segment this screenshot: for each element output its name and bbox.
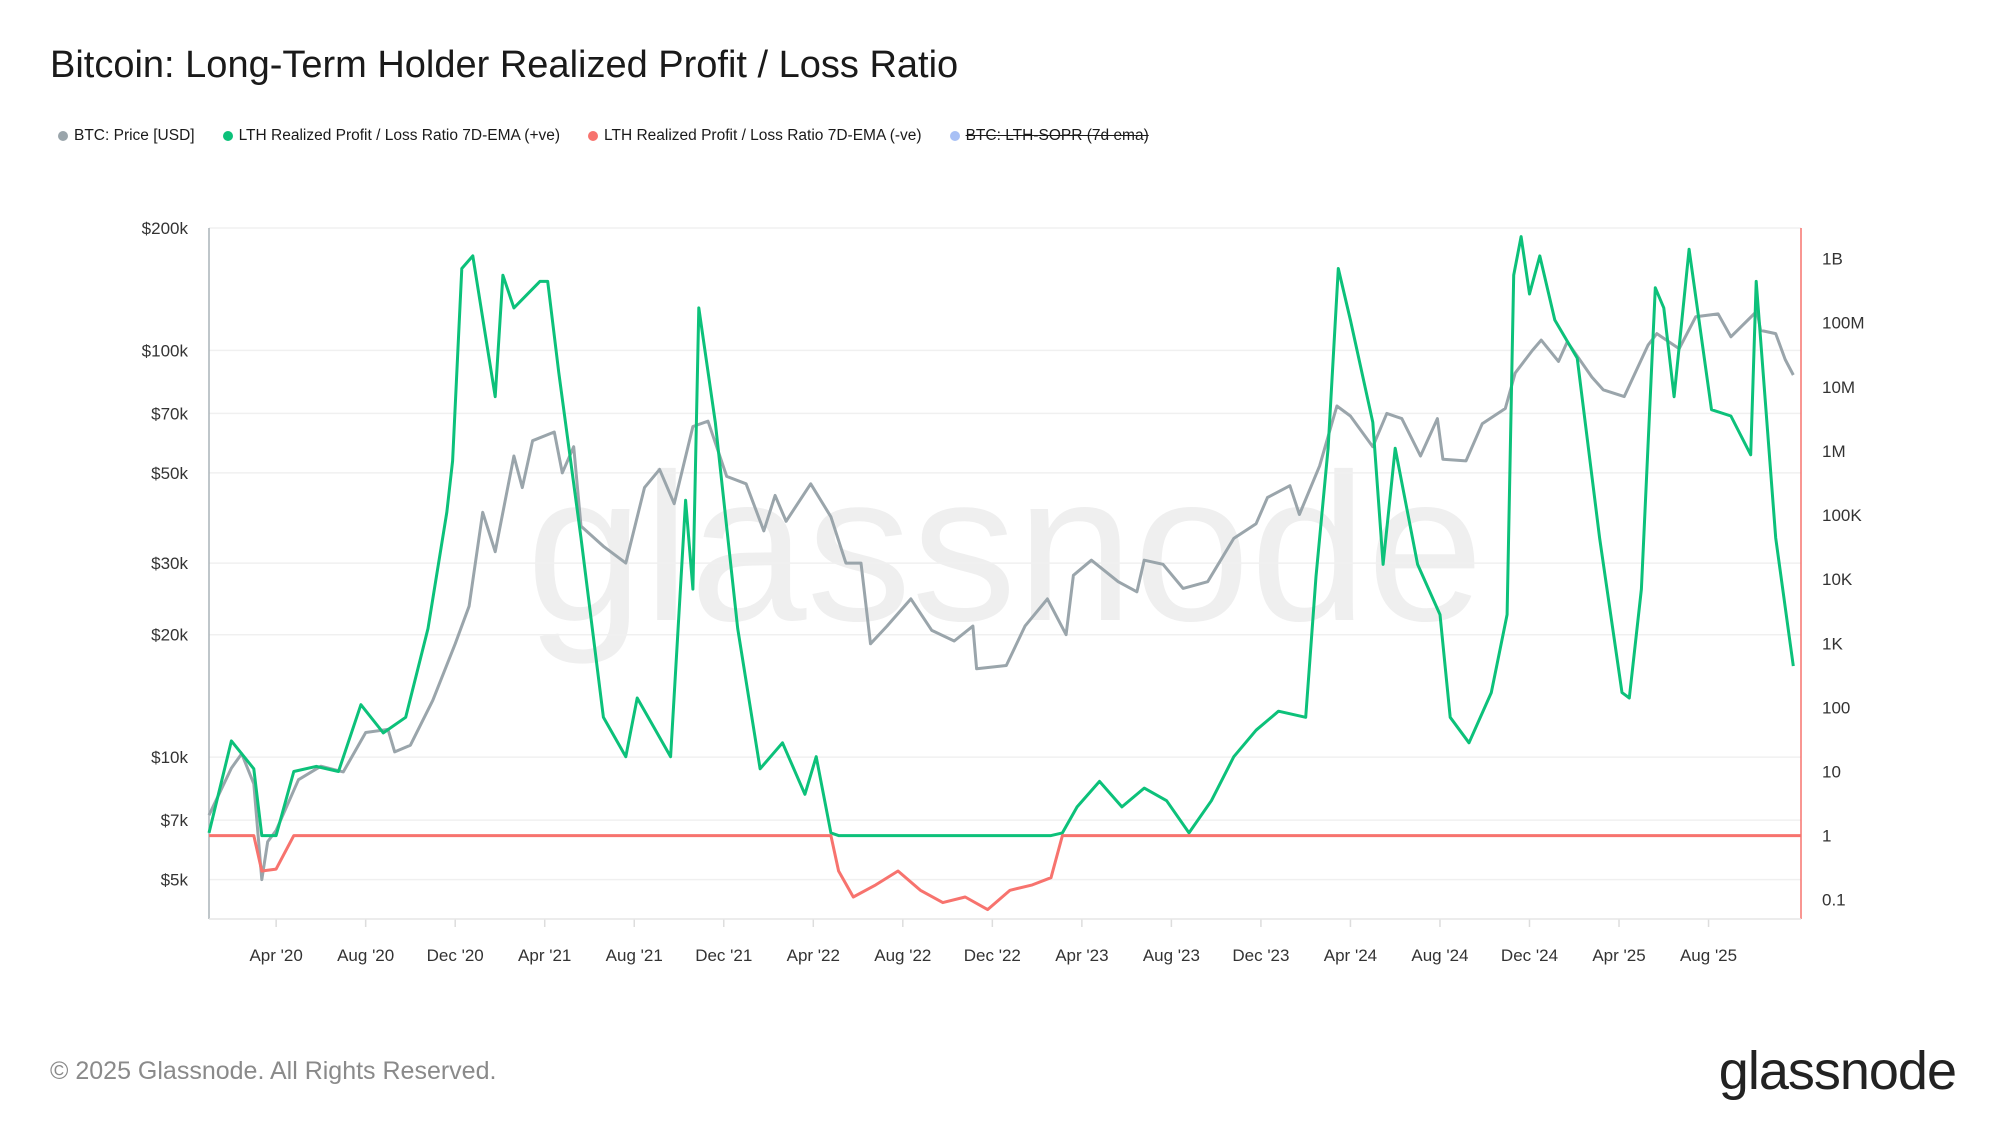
chart-title: Bitcoin: Long-Term Holder Realized Profi… <box>50 44 959 86</box>
ratio-positive-line <box>207 235 1795 838</box>
legend-label: BTC: Price [USD] <box>74 127 195 144</box>
x-tick-label: Aug '22 <box>874 946 931 965</box>
legend-item-lth-sopr[interactable]: BTC: LTH-SOPR (7d ema) <box>949 127 1149 145</box>
legend-label: LTH Realized Profit / Loss Ratio 7D-EMA … <box>238 127 561 144</box>
x-tick-label: Apr '21 <box>518 946 571 965</box>
left-tick-label: $20k <box>151 626 188 645</box>
legend-dot-icon <box>58 131 68 141</box>
x-tick-label: Aug '23 <box>1143 946 1200 965</box>
x-tick-label: Dec '20 <box>427 946 484 965</box>
left-tick-label: $70k <box>151 404 188 423</box>
x-tick-label: Apr '24 <box>1324 946 1377 965</box>
x-tick-label: Apr '23 <box>1055 946 1108 965</box>
right-tick-label: 1B <box>1822 250 1843 269</box>
x-tick-label: Apr '20 <box>249 946 302 965</box>
right-tick-label: 100M <box>1822 314 1865 333</box>
x-tick-label: Apr '25 <box>1592 946 1645 965</box>
legend-item-ratio-positive[interactable]: LTH Realized Profit / Loss Ratio 7D-EMA … <box>222 127 561 145</box>
left-tick-label: $200k <box>142 219 189 238</box>
legend-label: LTH Realized Profit / Loss Ratio 7D-EMA … <box>604 127 922 144</box>
left-tick-label: $30k <box>151 554 188 573</box>
left-tick-label: $5k <box>161 871 189 890</box>
copyright: © 2025 Glassnode. All Rights Reserved. <box>50 1057 497 1085</box>
x-tick-label: Dec '24 <box>1501 946 1558 965</box>
ratio-negative-line <box>209 834 1801 912</box>
legend-item-ratio-negative[interactable]: LTH Realized Profit / Loss Ratio 7D-EMA … <box>588 127 922 145</box>
right-tick-label: 10K <box>1822 570 1853 589</box>
left-tick-label: $10k <box>151 748 188 767</box>
right-tick-label: 1M <box>1822 442 1846 461</box>
right-tick-label: 1K <box>1822 634 1843 653</box>
legend-item-price[interactable]: BTC: Price [USD] <box>58 127 195 145</box>
right-tick-label: 10 <box>1822 762 1841 781</box>
left-tick-label: $50k <box>151 464 188 483</box>
x-tick-label: Aug '25 <box>1680 946 1737 965</box>
left-tick-label: $7k <box>161 811 189 830</box>
right-tick-label: 10M <box>1822 378 1855 397</box>
x-tick-label: Aug '21 <box>606 946 663 965</box>
x-tick-label: Dec '21 <box>695 946 752 965</box>
right-tick-label: 100 <box>1822 698 1850 717</box>
legend-dot-icon <box>588 131 599 141</box>
right-tick-label: 100K <box>1822 506 1862 525</box>
left-tick-label: $100k <box>142 341 189 360</box>
legend-dot-icon <box>222 131 233 141</box>
legend-label: BTC: LTH-SOPR (7d ema) <box>965 127 1149 144</box>
legend: BTC: Price [USD] LTH Realized Profit / L… <box>58 127 1149 145</box>
glassnode-logo: glassnode <box>1718 1041 1957 1101</box>
x-tick-label: Apr '22 <box>787 946 840 965</box>
x-tick-label: Aug '20 <box>337 946 394 965</box>
x-tick-label: Aug '24 <box>1411 946 1468 965</box>
right-tick-label: 0.1 <box>1822 891 1846 910</box>
x-tick-label: Dec '22 <box>964 946 1021 965</box>
x-tick-label: Dec '23 <box>1232 946 1289 965</box>
legend-dot-icon <box>949 131 960 141</box>
right-tick-label: 1 <box>1822 827 1831 846</box>
price-line <box>207 309 1795 882</box>
watermark: glassnode <box>526 430 1483 665</box>
